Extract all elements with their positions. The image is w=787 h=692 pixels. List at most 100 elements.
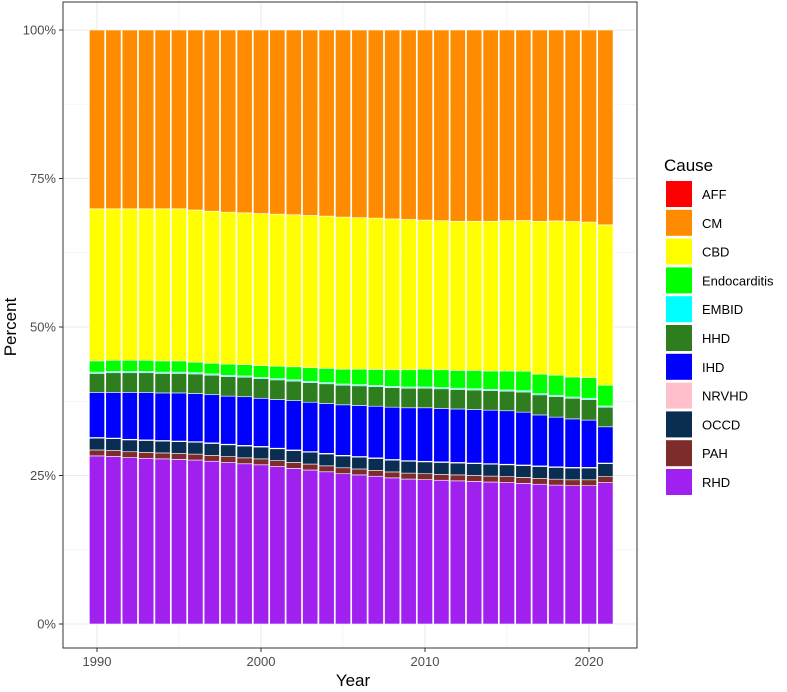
bar-segment-occd-1991 xyxy=(105,438,122,451)
bar-segment-occd-2003 xyxy=(302,451,319,465)
bar-segment-hhd-2013 xyxy=(466,389,483,410)
bar-segment-cbd-2012 xyxy=(449,220,466,371)
bar-segment-rhd-2000 xyxy=(253,464,269,625)
bar-segment-pah-1990 xyxy=(89,449,105,457)
bar-segment-endocarditis-2012 xyxy=(449,370,466,389)
y-tick-label: 50% xyxy=(30,320,56,335)
bar-segment-pah-2007 xyxy=(367,470,384,477)
bar-segment-rhd-1999 xyxy=(236,463,253,625)
bar-segment-rhd-2003 xyxy=(302,469,319,625)
bar-segment-occd-2021 xyxy=(597,463,614,477)
bar-segment-cm-2000 xyxy=(253,29,269,214)
bar-segment-pah-2002 xyxy=(285,462,302,469)
legend-label-rhd: RHD xyxy=(702,475,730,490)
bar-segment-endocarditis-2009 xyxy=(400,369,417,388)
bar-segment-occd-2002 xyxy=(285,450,302,463)
bar-segment-pah-2006 xyxy=(351,468,368,476)
legend-key-embid xyxy=(666,296,692,323)
bar-segment-occd-2007 xyxy=(367,458,384,471)
bar-segment-ihd-2013 xyxy=(466,409,483,464)
bar-segment-ihd-1994 xyxy=(154,392,171,441)
bar-segment-pah-2010 xyxy=(417,473,433,480)
bar-segment-cbd-1997 xyxy=(203,210,220,364)
bar-segment-hhd-2002 xyxy=(285,380,302,401)
bar-segment-pah-2015 xyxy=(499,476,515,483)
bar-segment-ihd-1995 xyxy=(171,392,187,442)
bar-segment-ihd-2020 xyxy=(581,419,597,468)
bar-segment-occd-1999 xyxy=(236,445,253,459)
bar-segment-endocarditis-1997 xyxy=(203,362,220,375)
y-axis: 0% 25% 50% 75% 100% xyxy=(23,23,63,632)
bar-segment-cbd-1990 xyxy=(89,208,105,362)
bar-segment-ihd-2021 xyxy=(597,426,614,464)
bar-segment-ihd-2007 xyxy=(367,405,384,459)
bar-segment-hhd-2011 xyxy=(433,388,450,409)
bar-segment-cbd-2013 xyxy=(466,220,483,371)
bar-segment-rhd-1994 xyxy=(154,458,171,625)
bar-segment-hhd-2010 xyxy=(417,387,433,409)
bar-segment-pah-2009 xyxy=(400,472,417,480)
legend-label-embid: EMBID xyxy=(702,302,743,317)
bar-segment-endocarditis-2004 xyxy=(318,368,335,383)
bar-segment-occd-2020 xyxy=(581,467,597,481)
bar-segment-rhd-2012 xyxy=(449,480,466,625)
bar-segment-hhd-1999 xyxy=(236,376,253,398)
bar-segment-pah-1998 xyxy=(220,456,237,463)
bar-segment-hhd-2021 xyxy=(597,406,614,428)
bar-segment-cm-1991 xyxy=(105,29,122,210)
bar-segment-hhd-2017 xyxy=(531,394,548,416)
bar-segment-cm-2014 xyxy=(482,29,499,222)
legend-label-nrvhd: NRVHD xyxy=(702,389,748,404)
bar-segment-cm-2013 xyxy=(466,29,483,222)
bar-segment-pah-2017 xyxy=(531,478,548,485)
bar-segment-ihd-2012 xyxy=(449,408,466,463)
bar-segment-ihd-2018 xyxy=(548,416,565,468)
bar-segment-cbd-2017 xyxy=(531,220,548,375)
bar-segment-endocarditis-2008 xyxy=(384,369,401,387)
bar-segment-hhd-1992 xyxy=(121,372,138,393)
bar-segment-endocarditis-2017 xyxy=(531,373,548,394)
bar-segment-occd-2000 xyxy=(253,446,269,460)
bar-segment-hhd-2004 xyxy=(318,383,335,404)
y-tick-label: 25% xyxy=(30,468,56,483)
bar-segment-occd-1993 xyxy=(138,440,155,453)
bar-segment-hhd-1993 xyxy=(138,372,155,393)
bar-segment-rhd-2008 xyxy=(384,477,401,625)
legend-key-endocarditis xyxy=(666,267,692,294)
bar-segment-pah-1996 xyxy=(187,453,204,461)
bar-segment-cm-2003 xyxy=(302,29,319,216)
bar-segment-endocarditis-2006 xyxy=(351,368,368,385)
bar-segment-cm-2019 xyxy=(564,29,581,222)
bar-segment-occd-2013 xyxy=(466,463,483,476)
bar-segment-cbd-2005 xyxy=(335,216,351,370)
bar-segment-occd-1996 xyxy=(187,441,204,455)
bar-segment-rhd-1991 xyxy=(105,456,122,625)
legend-label-ihd: IHD xyxy=(702,360,724,375)
bar-segment-cm-2006 xyxy=(351,29,368,219)
bar-segment-endocarditis-2000 xyxy=(253,365,269,378)
bar-segment-cbd-1991 xyxy=(105,208,122,361)
x-axis-title: Year xyxy=(336,671,371,690)
bar-segment-pah-1993 xyxy=(138,452,155,459)
bar-segment-cbd-2007 xyxy=(367,217,384,370)
bar-segment-cm-2021 xyxy=(597,29,614,226)
bar-segment-endocarditis-2002 xyxy=(285,366,302,381)
bar-segment-ihd-2011 xyxy=(433,408,450,463)
bar-segment-endocarditis-2016 xyxy=(515,370,532,392)
bar-segment-cm-2001 xyxy=(269,29,286,215)
bar-segment-cm-2009 xyxy=(400,29,417,220)
bar-segment-pah-1999 xyxy=(236,457,253,465)
bar-segment-occd-2008 xyxy=(384,459,401,473)
bar-segment-endocarditis-1996 xyxy=(187,361,204,374)
bar-segment-hhd-2012 xyxy=(449,389,466,410)
bar-segment-cm-2016 xyxy=(515,29,532,221)
bar-segment-occd-1998 xyxy=(220,444,237,457)
bar-segment-endocarditis-1991 xyxy=(105,359,122,372)
bar-segment-hhd-2007 xyxy=(367,386,384,407)
bar-segment-occd-2001 xyxy=(269,448,286,461)
bar-segment-pah-1997 xyxy=(203,455,220,462)
bar-segment-ihd-2003 xyxy=(302,401,319,452)
legend-title: Cause xyxy=(664,156,713,175)
bar-segment-rhd-2011 xyxy=(433,479,450,625)
bar-segment-endocarditis-1993 xyxy=(138,359,155,372)
